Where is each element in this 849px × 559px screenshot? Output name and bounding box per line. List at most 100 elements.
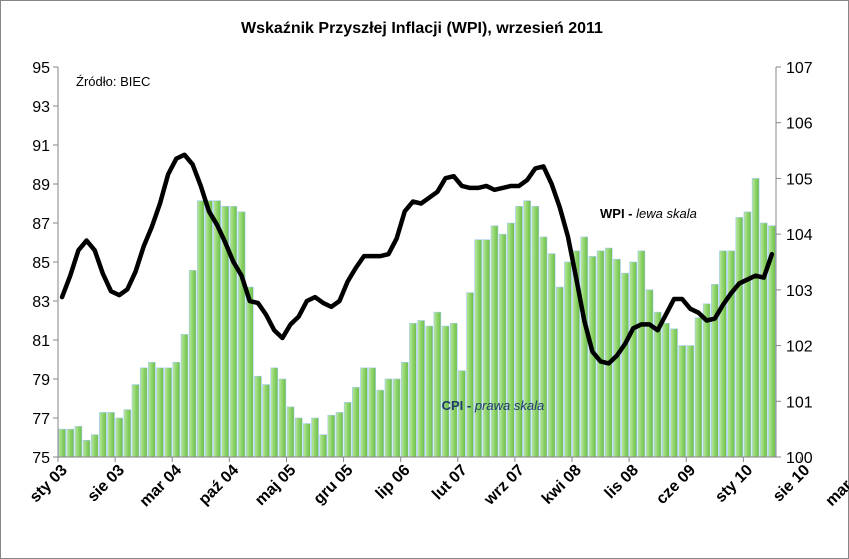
cpi-bar [474,239,482,458]
left-tick-label: 89 [32,177,50,194]
cpi-bar [670,328,678,458]
cpi-label-sep: - [463,398,475,413]
cpi-bar [604,247,613,458]
cpi-bar [678,345,686,458]
right-tick-label: 101 [786,394,813,411]
cpi-bar [555,286,564,458]
cpi-bar [376,389,385,458]
cpi-bar [662,322,670,458]
cpi-bar [637,250,646,458]
cpi-bar [507,222,515,458]
cpi-bar [205,200,213,458]
cpi-bar [90,434,99,458]
cpi-bar [645,289,654,458]
left-tick-label: 83 [32,294,50,311]
right-tick-label: 104 [786,227,813,244]
cpi-bar [458,370,466,458]
cpi-bar [229,205,238,458]
cpi-bar [490,225,499,458]
cpi-bar [197,200,205,458]
cpi-bar [327,414,336,458]
cpi-bar [245,286,254,458]
cpi-bar [262,384,270,458]
cpi-bar [156,367,164,458]
cpi-bar [498,233,507,458]
cpi-bar [254,375,262,458]
cpi-bar [148,361,156,458]
cpi-bar [74,426,83,458]
cpi-bar [417,320,425,458]
cpi-bar [303,423,311,458]
wpi-line-layer [59,152,775,366]
cpi-bar [531,205,540,458]
right-tick-label: 106 [786,116,813,133]
left-tick-label: 95 [32,60,50,77]
left-tick-label: 77 [32,411,50,428]
cpi-bar [735,217,744,458]
cpi-bar [115,417,123,458]
left-tick-label: 75 [32,450,50,467]
left-tick-label: 85 [32,255,50,272]
cpi-bar [384,378,393,458]
cpi-bar [131,384,140,458]
chart-title: Wskaźnik Przyszłej Inflacji (WPI), wrzes… [241,20,603,37]
cpi-bar [172,361,181,458]
right-tick-label: 102 [786,339,813,356]
cpi-bar [409,322,417,458]
cpi-bar [686,345,695,458]
cpi-bar [719,250,727,458]
cpi-bar [759,222,768,458]
cpi-bar [596,250,605,458]
cpi-bar [311,417,319,458]
cpi-bar [433,311,442,458]
cpi-bar [294,417,303,458]
cpi-bar [270,367,278,458]
cpi-label-name: CPI [442,398,464,413]
cpi-bar [580,236,589,458]
left-tick-label: 81 [32,333,50,350]
right-tick-label: 100 [786,450,813,467]
wpi-label-sep: - [625,206,637,221]
cpi-bar [564,261,572,458]
cpi-bar [515,205,523,458]
cpi-bar [466,292,474,458]
cpi-bar [441,325,450,458]
cpi-bar [123,409,132,458]
right-tick-label: 103 [786,283,813,300]
cpi-bar [188,270,197,458]
source-note: Źródło: BIEC [76,74,150,89]
cpi-bar [400,361,409,458]
cpi-bar [702,303,711,458]
cpi-bar [523,200,531,458]
cpi-bar [368,367,376,458]
cpi-bar [164,367,172,458]
cpi-bars [58,178,776,458]
cpi-bar [319,434,327,458]
wpi-series-label: WPI - lewa skala [600,206,697,221]
cpi-bar [743,211,752,458]
cpi-bar [621,272,629,458]
left-tick-label: 87 [32,216,50,233]
right-tick-label: 107 [786,60,813,77]
cpi-bar [58,428,66,458]
left-tick-label: 91 [32,138,50,155]
cpi-bar [539,236,548,458]
right-tick-label: 105 [786,171,813,188]
cpi-bar [213,200,221,458]
wpi-label-desc: lewa skala [636,206,697,221]
cpi-bar [343,402,352,458]
cpi-bar [547,253,556,458]
cpi-bar [66,428,75,458]
cpi-label-desc: prawa skala [474,398,544,413]
cpi-bar [180,334,189,458]
cpi-bar [286,406,295,458]
cpi-series-label: CPI - prawa skala [442,398,545,413]
cpi-bar [629,261,637,458]
cpi-bar [694,317,703,458]
left-tick-label: 79 [32,372,50,389]
cpi-bar [82,439,91,458]
cpi-bar [360,367,368,458]
